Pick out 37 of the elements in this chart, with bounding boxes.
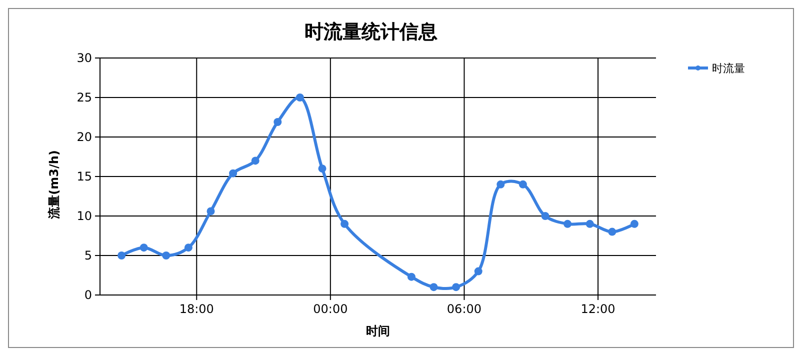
point	[630, 220, 638, 228]
point	[608, 228, 616, 236]
point	[474, 267, 482, 276]
point	[452, 283, 460, 292]
x-tick-label: 06:00	[446, 302, 482, 316]
legend-label: 时流量	[712, 62, 745, 75]
point	[564, 220, 572, 228]
y-tick-label: 20	[76, 130, 92, 144]
point	[318, 164, 326, 173]
y-axis-title: 流量(m3/h)	[47, 150, 61, 220]
y-tick-label: 15	[76, 170, 92, 184]
y-tick-label: 5	[84, 248, 92, 263]
point	[407, 272, 416, 281]
y-tick-label: 30	[76, 51, 92, 66]
point	[140, 244, 148, 252]
point	[340, 220, 349, 228]
x-axis-title: 时间	[366, 324, 390, 338]
point	[162, 252, 170, 260]
point	[251, 156, 260, 165]
x-tick-label: 12:00	[580, 302, 616, 316]
point	[274, 118, 282, 126]
y-tick-label: 10	[76, 209, 92, 224]
point	[430, 283, 438, 292]
point	[229, 169, 238, 178]
chart-title: 时流量统计信息	[304, 21, 438, 43]
point	[118, 252, 126, 260]
x-tick-label: 18:00	[179, 302, 214, 316]
point	[206, 207, 215, 216]
y-tick-label: 0	[84, 288, 92, 302]
point	[184, 244, 192, 252]
point	[541, 212, 550, 220]
point	[518, 180, 527, 188]
point	[496, 180, 505, 188]
x-tick-label: 00:00	[313, 302, 348, 316]
y-tick-label: 25	[76, 90, 92, 105]
point	[296, 94, 304, 102]
point	[586, 220, 594, 228]
